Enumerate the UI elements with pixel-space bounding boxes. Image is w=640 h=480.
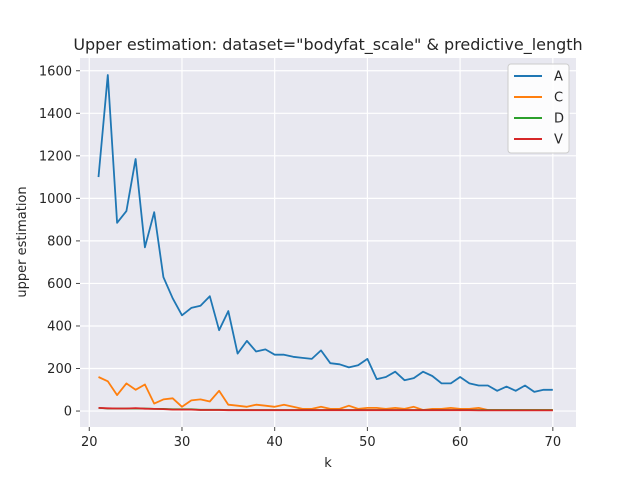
y-axis-label: upper estimation [15,186,30,297]
plot-background [80,58,576,427]
legend-label-V: V [554,133,563,148]
x-axis-label: k [324,456,332,471]
series-line-C [98,376,553,411]
x-tick-label: 30 [174,435,191,450]
x-tick-label: 70 [545,435,562,450]
y-tick-label: 600 [47,277,72,292]
grid-lines [80,58,576,427]
x-tick-label: 60 [452,435,469,450]
y-tick-label: 800 [47,234,72,249]
series-layer [97,74,553,412]
legend-label-A: A [554,70,563,85]
y-tick-label: 400 [47,319,72,334]
x-tick-label: 50 [359,435,376,450]
y-tick-label: 1200 [39,149,72,164]
series-line-V [98,407,553,412]
x-tick-label: 40 [266,435,283,450]
series-line-A [97,74,553,393]
x-tick-label: 20 [81,435,98,450]
legend-label-C: C [554,91,563,106]
y-axis-ticks: 0 200 400 600 800 1000 1200 1400 1600 [39,64,80,420]
legend-label-D: D [554,112,564,127]
y-tick-label: 1600 [39,64,72,79]
y-tick-label: 200 [47,362,72,377]
x-axis-ticks: 20 30 40 50 60 70 [81,427,561,450]
y-tick-label: 1000 [39,192,72,207]
y-tick-label: 1400 [39,107,72,122]
y-tick-label: 0 [64,405,72,420]
legend-box [507,63,570,154]
chart-title: Upper estimation: dataset="bodyfat_scale… [73,35,582,55]
